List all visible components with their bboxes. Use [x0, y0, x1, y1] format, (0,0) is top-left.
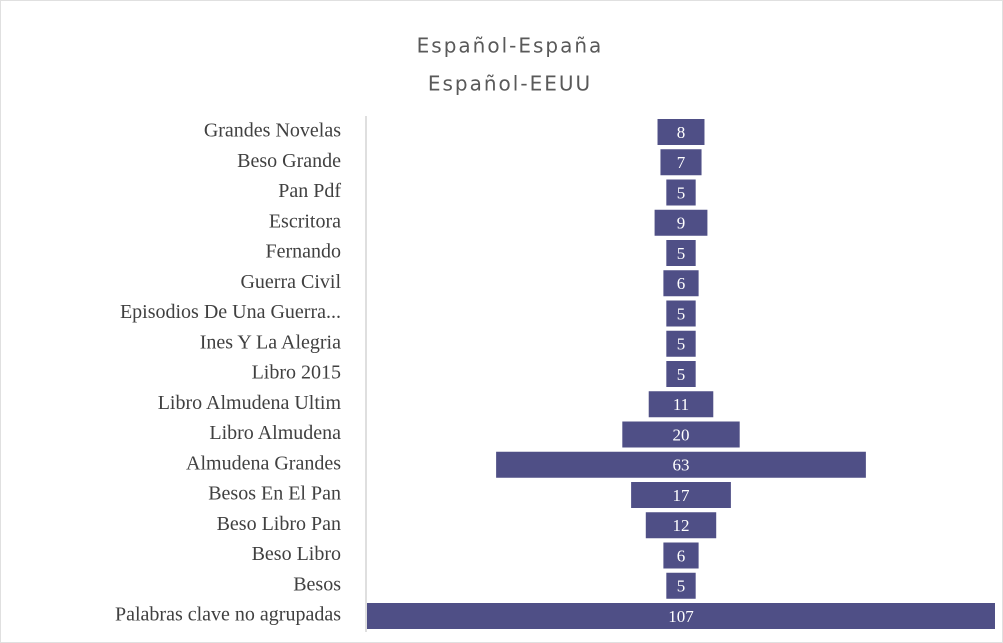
data-label: 12: [673, 516, 690, 535]
funnel-bar: [657, 119, 705, 145]
category-label: Guerra Civil: [240, 271, 341, 293]
category-label: Libro 2015: [252, 362, 341, 384]
category-label: Palabras clave no agrupadas: [115, 604, 341, 626]
funnel-bar: [654, 209, 708, 236]
funnel-bar: [666, 300, 696, 327]
funnel-bar: [663, 270, 699, 297]
category-label: Ines Y La Alegria: [200, 331, 341, 353]
data-label: 5: [677, 335, 686, 354]
data-label: 5: [677, 244, 686, 263]
data-label: 5: [677, 304, 686, 323]
category-label: Escritora: [269, 210, 341, 232]
funnel-bar: [648, 391, 714, 418]
data-label: 5: [677, 365, 686, 384]
data-label: 9: [677, 214, 686, 233]
category-label: Libro Almudena: [209, 422, 341, 444]
funnel-bar: [631, 482, 731, 508]
data-label: 6: [677, 274, 686, 293]
category-label: Besos En El Pan: [208, 483, 341, 505]
category-label: Episodios De Una Guerra...: [120, 301, 341, 323]
funnel-bar: [496, 451, 866, 478]
category-label: Pan Pdf: [278, 180, 341, 202]
funnel-bar: [622, 421, 740, 448]
category-label: Besos: [293, 573, 341, 595]
data-label: 5: [677, 183, 686, 202]
funnel-bar: [645, 512, 717, 539]
chart-title: Español-España: [417, 34, 604, 58]
funnel-bar: [660, 149, 702, 176]
category-label: Grandes Novelas: [204, 120, 341, 142]
category-label: Almudena Grandes: [186, 452, 341, 474]
funnel-bar: [666, 179, 696, 206]
data-label: 107: [668, 607, 694, 626]
category-label: Libro Almudena Ultim: [158, 392, 342, 414]
data-label: 63: [673, 456, 690, 475]
category-label: Beso Grande: [237, 150, 341, 172]
category-label: Beso Libro Pan: [217, 513, 341, 535]
category-label: Fernando: [265, 241, 341, 263]
category-label: Beso Libro: [252, 543, 341, 565]
funnel-bar: [666, 361, 696, 387]
data-label: 6: [677, 546, 686, 565]
funnel-bar: [663, 542, 699, 569]
data-label: 7: [677, 153, 686, 172]
data-label: 5: [677, 577, 686, 596]
data-label: 20: [673, 425, 690, 444]
funnel-bar: [666, 330, 696, 357]
funnel-bar: [666, 240, 696, 266]
data-label: 8: [677, 123, 686, 142]
data-label: 17: [673, 486, 691, 505]
funnel-bar: [666, 572, 696, 599]
chart-subtitle: Español-EEUU: [428, 72, 592, 96]
data-label: 11: [673, 395, 689, 414]
funnel-bar: [367, 603, 995, 629]
